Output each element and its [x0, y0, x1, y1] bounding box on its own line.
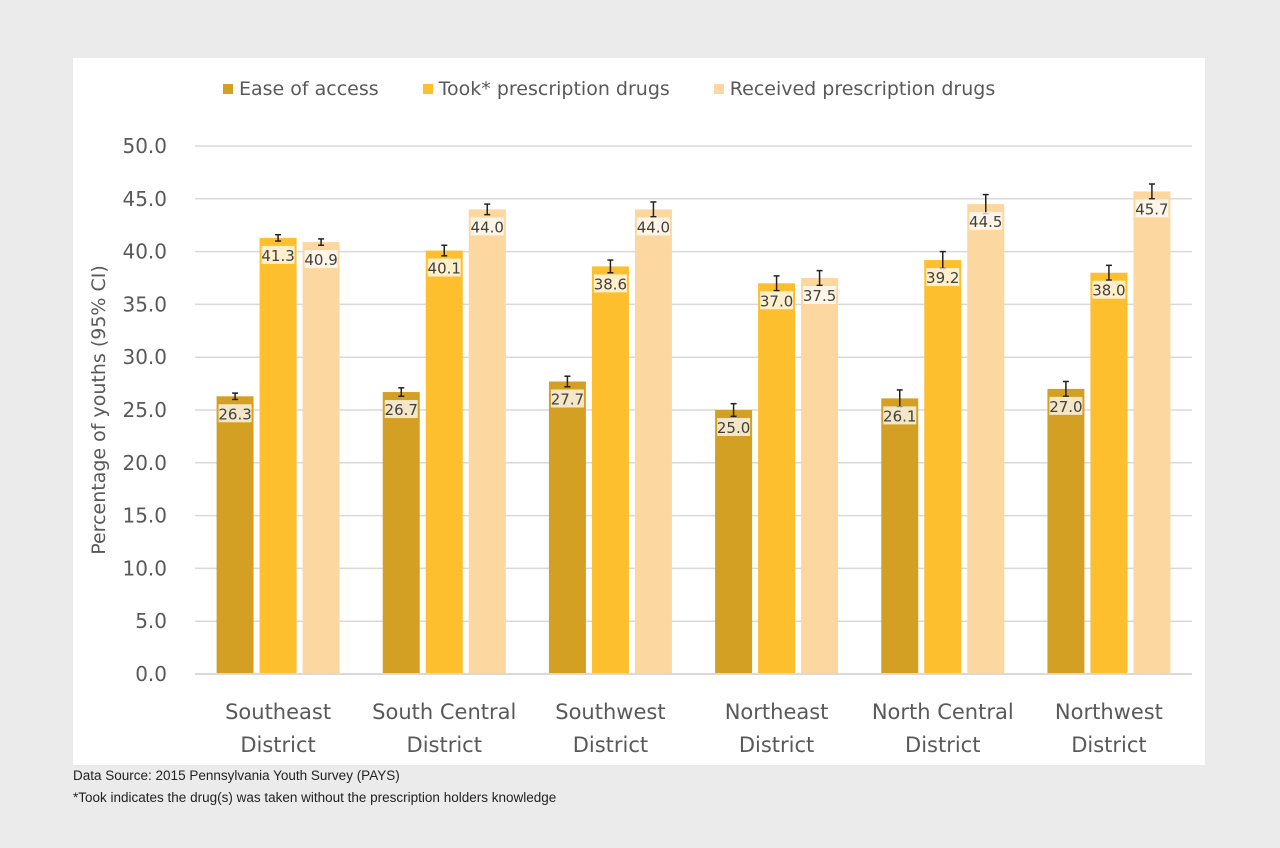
y-tick-label: 5.0 [135, 609, 167, 633]
data-label-bg [304, 250, 338, 269]
data-label: 45.7 [1135, 200, 1168, 218]
bar [634, 209, 672, 675]
data-label-bg [926, 268, 960, 287]
bar [259, 237, 297, 674]
legend-item: Received prescription drugs [713, 78, 996, 100]
chart-panel: Ease of access Took* prescription drugs … [73, 58, 1205, 765]
bar [924, 260, 962, 674]
x-tick-label: District [1071, 733, 1146, 757]
legend-swatch [223, 84, 233, 94]
bar [425, 250, 463, 674]
legend-swatch [713, 84, 724, 94]
data-label: 39.2 [926, 269, 959, 287]
data-label: 40.1 [428, 260, 461, 278]
x-tick-label: Southwest [555, 700, 665, 724]
data-label: 26.1 [883, 407, 916, 425]
y-tick-label: 30.0 [122, 345, 167, 369]
footnote: *Took indicates the drug(s) was taken wi… [73, 790, 557, 805]
data-label: 26.3 [218, 405, 251, 423]
y-tick-label: 35.0 [122, 292, 167, 316]
legend-swatch [422, 84, 433, 94]
x-tick-label: Southeast [225, 700, 331, 724]
data-label-bg [470, 217, 504, 236]
data-label: 40.9 [304, 251, 337, 269]
data-label: 37.5 [803, 287, 836, 305]
data-label: 25.0 [717, 419, 750, 437]
data-label-bg [760, 291, 794, 310]
data-label-bg [969, 212, 1003, 231]
bar [591, 266, 629, 674]
x-tick-label: North Central [872, 700, 1014, 724]
y-tick-label: 15.0 [122, 504, 167, 528]
data-label-bg [883, 406, 917, 425]
data-label: 44.5 [969, 213, 1002, 231]
data-label-bg [636, 217, 670, 236]
data-label: 41.3 [261, 247, 294, 265]
data-label-bg [593, 274, 627, 293]
bar [1047, 388, 1085, 674]
bar [1090, 272, 1128, 674]
bar [302, 242, 340, 674]
data-label-bg [1135, 199, 1169, 218]
data-label: 44.0 [471, 218, 504, 236]
data-label: 27.0 [1049, 398, 1082, 416]
legend-item: Ease of access [223, 78, 379, 100]
y-axis-label: Percentage of youths (95% CI) [88, 265, 110, 555]
legend-item: Took* prescription drugs [422, 78, 670, 100]
bar [758, 283, 796, 674]
bar-chart: 0.0 5.0 10.0 15.0 20.0 25.0 30.0 35.0 40.0 45.0 50… [88, 134, 1192, 757]
bar [548, 381, 586, 674]
data-label: 38.6 [594, 275, 627, 293]
bar [216, 396, 254, 674]
x-tick-label: Northwest [1055, 700, 1163, 724]
data-label-bg [1092, 280, 1126, 299]
bar [967, 204, 1005, 674]
x-tick-label: South Central [372, 700, 516, 724]
x-tick-label: District [739, 733, 814, 757]
data-source-note: Data Source: 2015 Pennsylvania Youth Sur… [73, 768, 400, 783]
legend-label: Received prescription drugs [729, 78, 996, 100]
data-label-bg [550, 389, 584, 408]
data-label-bg [427, 258, 461, 277]
data-label: 38.0 [1092, 282, 1125, 300]
x-tick-label: District [573, 733, 648, 757]
legend-label: Took* prescription drugs [438, 78, 670, 100]
y-tick-label: 20.0 [122, 451, 167, 475]
x-tick-label: District [407, 733, 482, 757]
bar [468, 209, 506, 675]
x-tick-label: District [240, 733, 315, 757]
data-label-bg [717, 418, 751, 436]
bar [881, 398, 919, 674]
x-tick-label: Northeast [725, 700, 829, 724]
x-tick-label: District [905, 733, 980, 757]
y-tick-label: 0.0 [135, 662, 167, 686]
y-tick-label: 40.0 [122, 240, 167, 264]
y-tick-label: 10.0 [122, 556, 167, 580]
bar [1133, 191, 1171, 674]
data-label-bg [1049, 396, 1083, 415]
bar [801, 278, 839, 674]
y-tick-label: 50.0 [122, 134, 167, 158]
legend-label: Ease of access [239, 78, 379, 100]
data-label-bg [384, 400, 418, 419]
y-tick-label: 45.0 [122, 187, 167, 211]
data-label-bg [218, 404, 252, 423]
bar [382, 392, 420, 674]
data-label-bg [261, 245, 295, 264]
data-label: 27.7 [551, 390, 584, 408]
bar [715, 410, 753, 674]
data-label-bg [803, 286, 837, 304]
data-label: 44.0 [637, 218, 670, 236]
data-label: 37.0 [760, 292, 793, 310]
legend: Ease of access Took* prescription drugs … [223, 78, 995, 100]
data-label: 26.7 [385, 401, 418, 419]
y-tick-label: 25.0 [122, 398, 167, 422]
